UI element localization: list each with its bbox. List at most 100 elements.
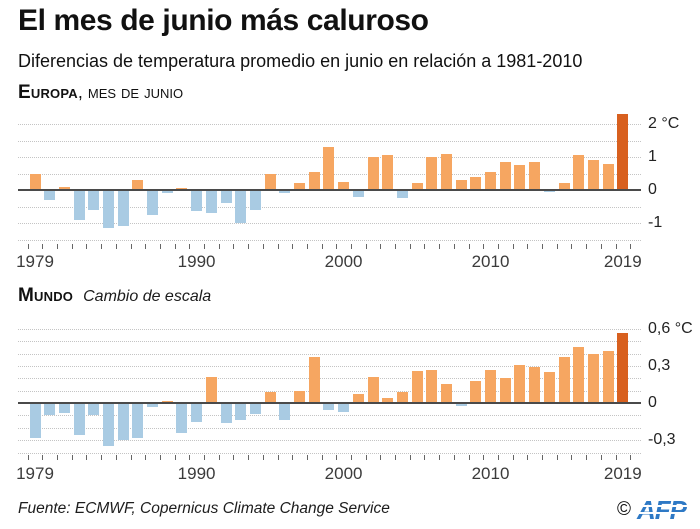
x-axis-label-1990: 1990	[177, 252, 216, 271]
x-tick	[27, 455, 29, 460]
bar-1984	[103, 190, 114, 228]
bar-2004	[396, 391, 408, 403]
bar-1996	[279, 190, 291, 194]
bar-2018	[602, 351, 614, 403]
bar-2006	[426, 157, 438, 190]
y-axis-label: 1	[648, 148, 657, 165]
bar-2005	[411, 183, 423, 190]
x-tick	[57, 455, 58, 460]
x-tick	[57, 244, 58, 249]
bar-1994	[249, 190, 261, 210]
gridline	[18, 124, 641, 125]
gridline	[18, 239, 641, 241]
bar-1988	[161, 190, 173, 194]
x-tick	[277, 455, 279, 460]
gridline	[18, 157, 641, 158]
gridline	[18, 140, 641, 142]
bar-1998	[308, 171, 320, 190]
x-tick	[248, 455, 250, 460]
bar-1997	[294, 390, 305, 403]
x-tick	[336, 455, 338, 460]
x-tick	[630, 244, 632, 249]
bar-2012	[514, 364, 526, 403]
afp-logo: © AFP	[617, 496, 688, 524]
x-tick	[350, 244, 352, 249]
bar-1986	[132, 403, 144, 438]
bar-1982	[73, 190, 85, 220]
x-tick	[542, 455, 543, 460]
x-tick	[292, 455, 294, 460]
gridline	[18, 452, 641, 454]
x-tick	[262, 455, 264, 460]
y-axis-label: -1	[648, 214, 663, 231]
bar-2000	[338, 403, 350, 412]
x-tick	[189, 244, 191, 249]
bar-1995	[264, 173, 276, 190]
source-credit: Fuente: ECMWF, Copernicus Climate Change…	[18, 500, 390, 517]
gridline	[18, 206, 641, 208]
y-axis-label: 0	[648, 394, 657, 411]
x-tick	[600, 455, 602, 460]
x-tick	[306, 244, 308, 249]
subtitle: Diferencias de temperatura promedio en j…	[18, 51, 583, 71]
x-tick	[204, 455, 205, 460]
bar-1979	[29, 173, 41, 190]
x-tick	[483, 455, 485, 460]
bar-2013	[529, 367, 541, 403]
gridline	[18, 440, 641, 442]
x-tick	[556, 244, 558, 249]
x-tick	[380, 455, 382, 460]
bar-2015	[558, 183, 570, 190]
y-axis-label: 0,3	[648, 356, 671, 374]
x-tick	[586, 244, 588, 249]
x-tick	[101, 455, 103, 460]
x-tick	[174, 244, 176, 249]
bar-2016	[573, 155, 585, 190]
bar-1995	[264, 391, 276, 403]
bar-1982	[73, 403, 85, 436]
x-axis-label-2000: 2000	[324, 464, 363, 483]
x-tick	[159, 455, 161, 460]
bar-1993	[235, 403, 247, 421]
bar-2011	[499, 378, 511, 403]
x-tick	[630, 455, 632, 460]
afp-logo-stripe	[631, 512, 688, 514]
gridline	[18, 173, 641, 175]
x-tick	[27, 244, 29, 249]
gridline	[18, 365, 641, 367]
x-tick	[512, 244, 514, 249]
x-axis-label-2019: 2019	[603, 464, 642, 483]
x-tick	[542, 244, 543, 249]
x-tick	[145, 455, 147, 460]
x-tick	[468, 455, 470, 460]
x-tick	[409, 244, 411, 249]
x-tick	[527, 455, 529, 460]
bar-1993	[235, 190, 247, 223]
x-axis-label-1990: 1990	[177, 464, 216, 483]
bar-2010	[485, 369, 496, 403]
x-tick	[453, 244, 455, 249]
bar-1996	[279, 403, 291, 421]
bar-2015	[558, 357, 570, 403]
y-axis-label: 2 °C	[648, 115, 680, 132]
x-tick	[527, 244, 529, 249]
x-tick	[86, 455, 88, 460]
bar-1981	[58, 403, 70, 413]
bar-1999	[323, 147, 335, 190]
gridline	[18, 415, 641, 417]
bar-1983	[88, 190, 100, 210]
x-tick	[71, 455, 73, 460]
bar-1980	[44, 403, 56, 416]
bar-2008	[455, 403, 467, 406]
x-tick	[233, 244, 235, 249]
gridline	[18, 378, 641, 380]
x-tick	[204, 244, 205, 249]
bar-2009	[470, 380, 482, 403]
zero-line	[18, 189, 641, 191]
x-tick	[130, 244, 132, 249]
x-tick	[468, 244, 470, 249]
x-tick	[321, 244, 323, 249]
bar-2003	[382, 155, 394, 190]
